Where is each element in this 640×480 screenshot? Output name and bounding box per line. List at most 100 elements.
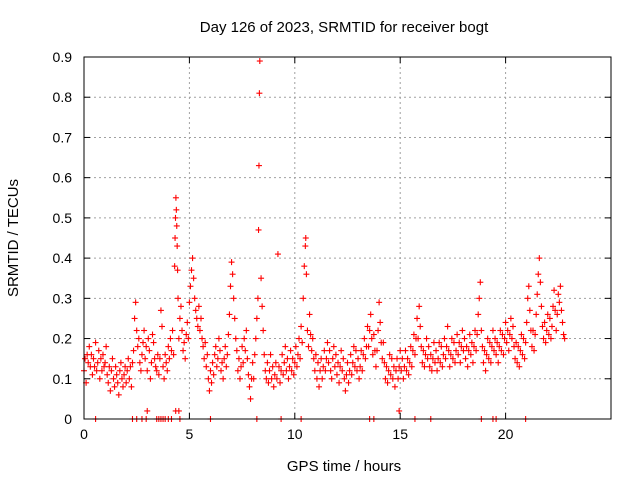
data-point	[453, 347, 460, 354]
data-point	[534, 291, 541, 298]
data-point	[302, 243, 309, 250]
data-point	[427, 351, 434, 358]
data-point	[408, 363, 415, 370]
data-point	[508, 335, 515, 342]
x-tick-label: 15	[392, 426, 408, 442]
data-point	[277, 379, 284, 386]
data-point	[536, 255, 543, 262]
data-point	[556, 299, 563, 306]
data-point	[219, 359, 226, 366]
data-point	[313, 375, 320, 382]
y-tick-label: 0.4	[53, 250, 73, 266]
y-tick-label: 0.3	[53, 290, 73, 306]
data-point	[232, 335, 239, 342]
data-point	[223, 363, 230, 370]
data-point	[140, 339, 147, 346]
data-point	[502, 319, 509, 326]
data-point	[480, 359, 487, 366]
data-point	[497, 327, 504, 334]
data-point	[342, 387, 349, 394]
data-point	[269, 363, 276, 370]
data-point	[167, 335, 174, 342]
data-point	[561, 335, 568, 342]
data-point	[374, 347, 381, 354]
data-point	[338, 347, 345, 354]
data-point	[125, 355, 132, 362]
data-point	[385, 367, 392, 374]
data-point	[186, 299, 193, 306]
data-point	[300, 295, 307, 302]
data-point	[243, 327, 250, 334]
data-point	[109, 355, 116, 362]
data-point	[144, 407, 151, 414]
data-point	[210, 371, 217, 378]
data-point	[546, 315, 553, 322]
data-point	[335, 359, 342, 366]
data-point	[128, 383, 135, 390]
data-point	[482, 367, 489, 374]
data-point	[495, 359, 502, 366]
data-point	[504, 327, 511, 334]
data-point	[155, 371, 162, 378]
data-point	[351, 363, 358, 370]
data-point	[289, 355, 296, 362]
data-point	[365, 343, 372, 350]
data-point	[260, 327, 267, 334]
data-point	[293, 363, 300, 370]
data-point	[450, 339, 457, 346]
data-point	[121, 371, 128, 378]
data-point	[107, 387, 114, 394]
data-point	[346, 367, 353, 374]
data-point	[126, 375, 133, 382]
data-point	[205, 375, 212, 382]
data-point	[156, 355, 163, 362]
data-point	[266, 367, 273, 374]
data-point	[501, 335, 508, 342]
data-point	[221, 355, 228, 362]
data-point	[164, 367, 171, 374]
data-point	[364, 323, 371, 330]
data-point	[202, 339, 209, 346]
data-point	[123, 379, 130, 386]
data-point	[91, 363, 98, 370]
data-point	[88, 351, 95, 358]
data-point	[359, 367, 366, 374]
data-point	[224, 351, 231, 358]
data-point	[85, 359, 92, 366]
data-point	[236, 375, 243, 382]
data-point	[424, 355, 431, 362]
data-point	[520, 335, 527, 342]
data-point	[493, 351, 500, 358]
data-point	[489, 327, 496, 334]
data-point	[415, 335, 422, 342]
data-point	[463, 343, 470, 350]
data-point	[357, 363, 364, 370]
data-point	[498, 347, 505, 354]
data-point	[458, 343, 465, 350]
data-point	[201, 355, 208, 362]
data-point	[238, 363, 245, 370]
data-point	[169, 327, 176, 334]
data-point	[322, 367, 329, 374]
data-point	[467, 351, 474, 358]
data-point	[255, 162, 262, 169]
data-point	[82, 355, 89, 362]
data-point	[503, 339, 510, 346]
data-point	[302, 235, 309, 241]
data-point	[532, 331, 539, 338]
data-point	[472, 327, 479, 334]
data-point	[226, 311, 233, 318]
data-point	[179, 327, 186, 334]
data-point	[407, 343, 414, 350]
data-point	[399, 355, 406, 362]
data-point	[163, 359, 170, 366]
data-point	[540, 335, 547, 342]
data-point	[410, 331, 417, 338]
data-point	[462, 355, 469, 362]
data-point	[521, 355, 528, 362]
data-point	[172, 235, 179, 241]
data-point	[343, 371, 350, 378]
data-point	[321, 347, 328, 354]
data-point	[441, 335, 448, 342]
